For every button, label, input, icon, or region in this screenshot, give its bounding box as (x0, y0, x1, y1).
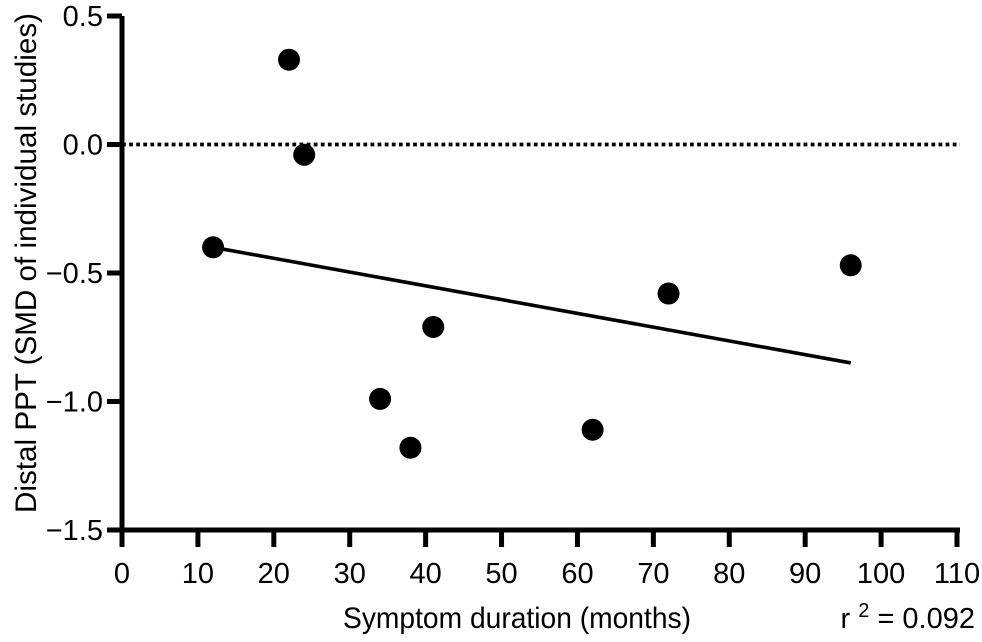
x-tick-label: 40 (410, 558, 442, 590)
x-tick-label: 20 (258, 558, 290, 590)
y-axis-title: Distal PPT (SMD of individual studies) (10, 13, 43, 513)
r-squared-base: r (841, 603, 851, 635)
y-tick-label: 0.5 (63, 1, 103, 33)
x-tick-label: 70 (637, 558, 669, 590)
data-point (399, 436, 422, 459)
x-tick-label: 90 (789, 558, 821, 590)
r-squared-annotation: r 2 = 0.092 (841, 592, 976, 635)
r-squared-value: = 0.092 (877, 603, 975, 635)
x-tick-label: 110 (934, 558, 980, 590)
data-point (293, 143, 316, 166)
y-tick-label: −1.5 (46, 515, 103, 547)
x-axis-title: Symptom duration (months) (343, 602, 691, 635)
r-squared-superscript: 2 (858, 600, 869, 622)
x-tick-label: 10 (182, 558, 214, 590)
data-point (202, 236, 225, 259)
x-tick-label: 100 (857, 558, 905, 590)
plot-layer: 0 10 20 30 40 50 60 70 80 90 100 110 0.5 0.0 −0.5 −1.0 −… (46, 1, 980, 590)
axis-spines (119, 16, 960, 533)
data-point (278, 48, 300, 71)
y-tick-label: −1.0 (46, 387, 103, 419)
data-point (657, 282, 680, 305)
x-tick-label: 0 (114, 558, 130, 590)
data-point (422, 315, 445, 338)
y-tick-label: 0.0 (63, 130, 103, 162)
trend-line (212, 245, 852, 365)
x-tick-label: 80 (713, 558, 745, 590)
x-tick-label: 50 (485, 558, 517, 590)
y-tick-label: −0.5 (46, 258, 103, 290)
data-point (369, 387, 392, 410)
x-tick-label: 60 (561, 558, 593, 590)
data-point (581, 418, 604, 441)
x-tick-label: 30 (334, 558, 366, 590)
data-point (839, 254, 862, 277)
